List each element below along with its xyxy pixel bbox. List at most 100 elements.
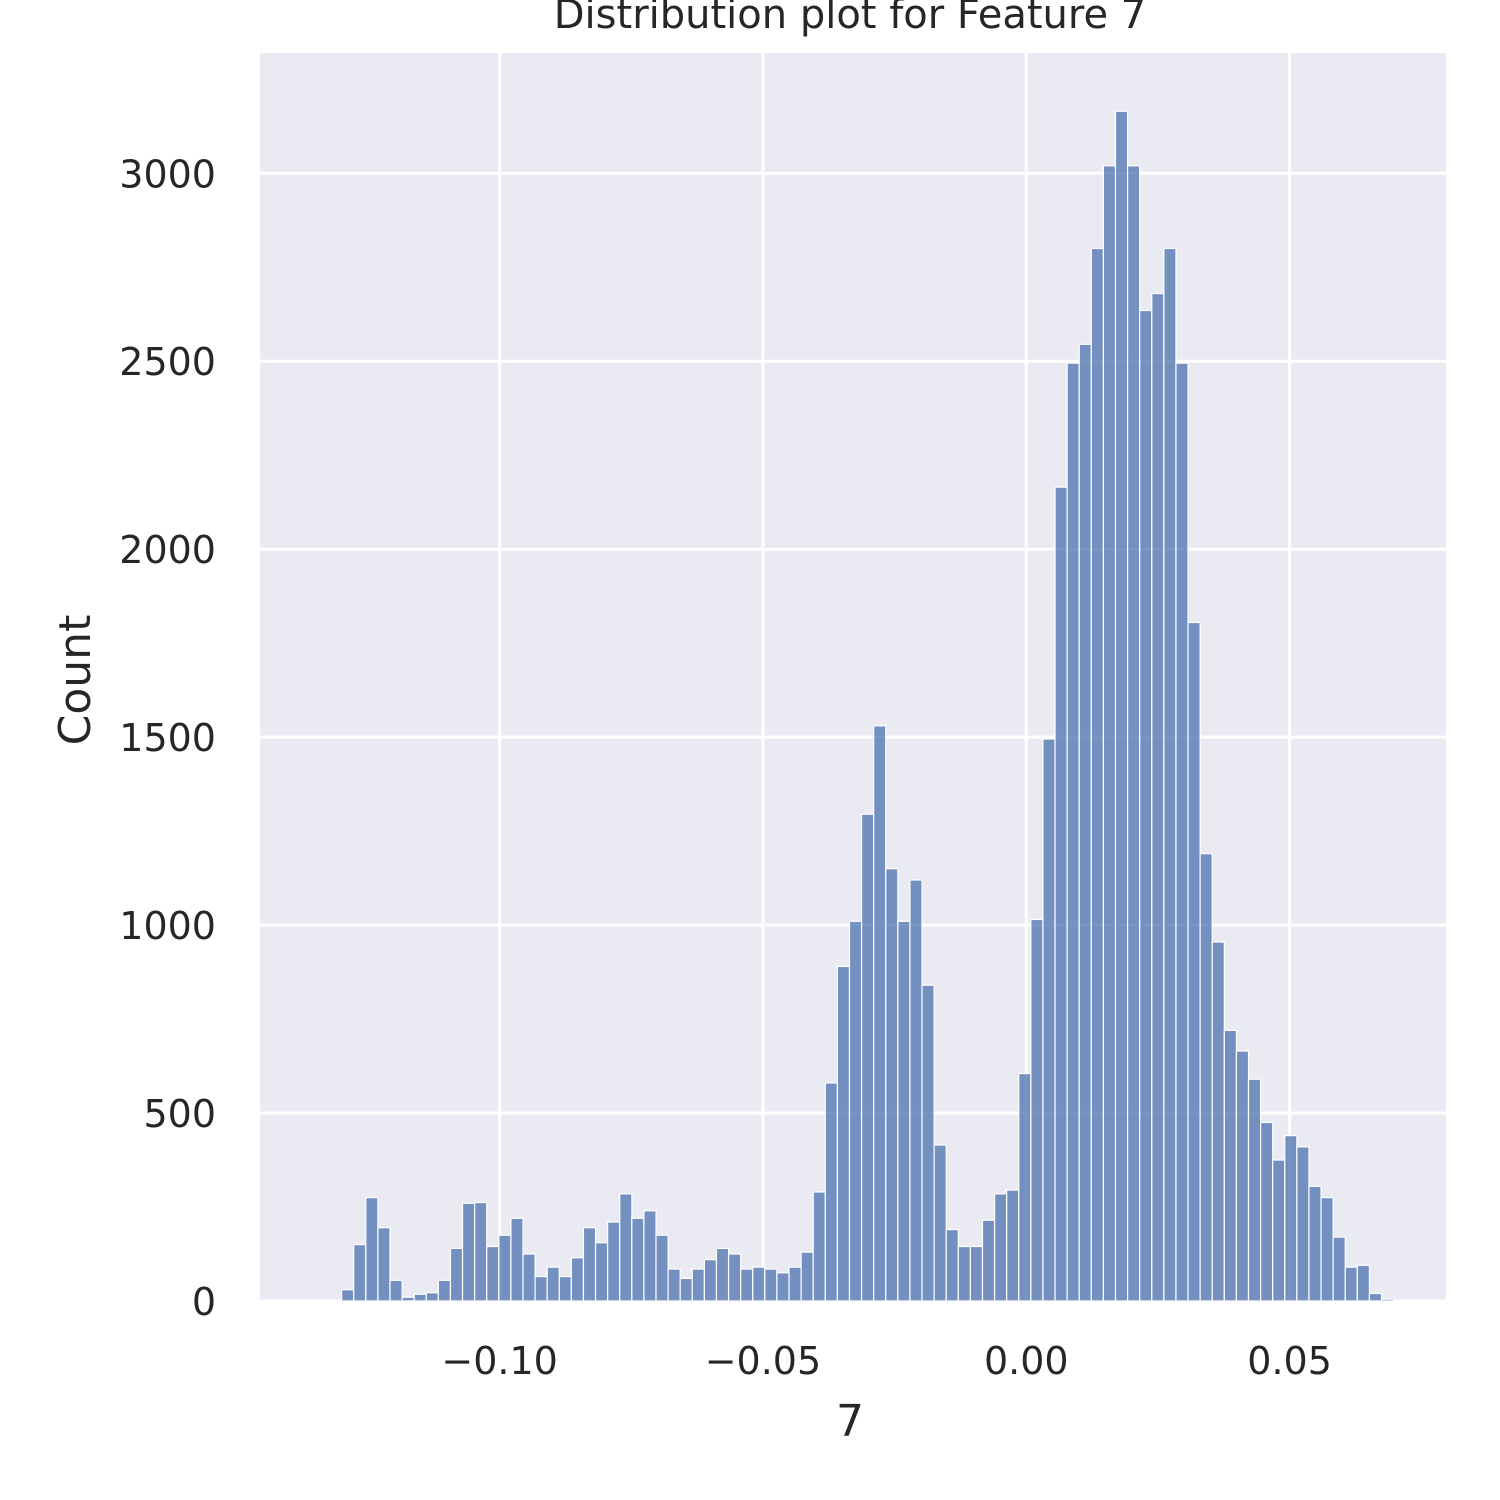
x-axis-ticks: −0.10 −0.05 0.00 0.05 <box>441 1339 1331 1383</box>
histogram-bar <box>945 1228 959 1302</box>
histogram-bar <box>1368 1292 1383 1302</box>
histogram-bar <box>377 1227 391 1302</box>
histogram-bar <box>558 1275 572 1302</box>
x-tick-label: 0.00 <box>984 1339 1069 1383</box>
y-axis-ticks: 0 500 1000 1500 2000 2500 3000 <box>119 152 216 1324</box>
chart-title: Distribution plot for Feature 7 <box>554 0 1146 38</box>
grid-lines <box>260 53 1446 1303</box>
y-tick-label: 0 <box>192 1280 216 1324</box>
histogram-bar <box>957 1245 971 1302</box>
histogram-bar <box>522 1253 536 1302</box>
y-tick-label: 2500 <box>119 340 216 384</box>
histogram-bar <box>1139 309 1153 1302</box>
histogram-bar <box>1114 110 1129 1302</box>
histogram-bar <box>933 1144 947 1302</box>
histogram-bar <box>727 1253 742 1302</box>
histogram-bar <box>873 725 887 1302</box>
histogram-bar <box>449 1247 464 1302</box>
x-tick-label: −0.05 <box>705 1339 821 1383</box>
histogram-bar <box>1332 1236 1346 1302</box>
histogram-bar <box>752 1266 766 1302</box>
histogram-bar <box>776 1272 790 1302</box>
histogram-bar <box>1296 1146 1310 1302</box>
histogram-bar <box>619 1193 633 1302</box>
histogram-bar <box>1235 1050 1250 1302</box>
histogram-bar <box>800 1251 814 1302</box>
histogram-bar <box>425 1292 439 1302</box>
histogram-bar <box>1211 941 1225 1302</box>
y-tick-label: 2000 <box>119 528 216 572</box>
histogram-bar <box>1175 362 1189 1302</box>
x-tick-label: 0.05 <box>1247 1339 1332 1383</box>
y-tick-label: 3000 <box>119 152 216 196</box>
histogram-bar <box>1066 362 1080 1302</box>
histogram-bar <box>353 1244 367 1302</box>
histogram-bar <box>510 1217 524 1302</box>
histogram-bar <box>824 1082 838 1302</box>
histogram-bar <box>715 1247 730 1302</box>
histogram-bar <box>1344 1266 1358 1302</box>
histogram-bar <box>486 1245 500 1302</box>
histogram-bars <box>341 110 1395 1302</box>
histogram-bar <box>341 1289 355 1302</box>
histogram-bar <box>921 984 935 1302</box>
histogram-bar <box>1223 1029 1238 1302</box>
histogram-bar <box>1006 1189 1020 1302</box>
histogram-bar <box>1284 1135 1298 1302</box>
histogram-bar <box>1308 1185 1322 1302</box>
histogram-bar <box>1380 1298 1395 1302</box>
y-tick-label: 500 <box>143 1092 216 1136</box>
histogram-bar <box>594 1242 609 1302</box>
histogram-bar <box>546 1266 560 1302</box>
histogram-bar <box>691 1268 705 1302</box>
histogram-bar <box>365 1197 379 1302</box>
histogram-bar <box>498 1234 512 1302</box>
histogram-bar <box>570 1257 585 1302</box>
histogram-bar <box>1151 292 1165 1302</box>
histogram-bar <box>703 1259 718 1302</box>
histogram-bar <box>667 1268 681 1302</box>
histogram-bar <box>474 1201 488 1302</box>
histogram-bar <box>1090 247 1105 1302</box>
histogram-bar <box>1187 621 1201 1302</box>
histogram-bar <box>788 1266 802 1302</box>
histogram-bar <box>764 1268 778 1302</box>
histogram-bar <box>1042 738 1056 1302</box>
histogram-bar <box>1126 165 1141 1302</box>
histogram-bar <box>848 920 863 1302</box>
histogram-bar <box>1018 1072 1032 1302</box>
histogram-bar <box>1320 1197 1334 1302</box>
histogram-bar <box>1078 343 1092 1302</box>
histogram-bar <box>1356 1264 1371 1302</box>
histogram-bar <box>1163 247 1177 1302</box>
histogram-bar <box>1247 1078 1262 1302</box>
histogram-bar <box>1272 1159 1286 1302</box>
y-axis-label: Count <box>50 615 101 746</box>
histogram-bar <box>461 1202 476 1302</box>
histogram-bar <box>993 1193 1008 1302</box>
histogram-bar <box>1102 165 1117 1302</box>
histogram-bar <box>655 1234 669 1302</box>
histogram-bar <box>836 965 851 1302</box>
x-tick-label: −0.10 <box>441 1339 557 1383</box>
histogram-bar <box>897 920 911 1302</box>
histogram-bar <box>740 1268 754 1302</box>
histogram-bar <box>1054 486 1068 1302</box>
histogram-bar <box>413 1293 427 1302</box>
histogram-bar <box>1260 1121 1274 1302</box>
histogram-bar <box>643 1210 657 1302</box>
histogram-bar <box>534 1275 548 1302</box>
histogram-bar <box>631 1217 645 1302</box>
histogram-bar <box>981 1219 996 1302</box>
histogram-bar <box>1030 918 1044 1302</box>
histogram-bar <box>909 879 923 1302</box>
y-tick-label: 1500 <box>119 716 216 760</box>
histogram-bar <box>401 1296 415 1302</box>
y-tick-label: 1000 <box>119 904 216 948</box>
histogram-bar <box>812 1191 826 1302</box>
histogram-bar <box>437 1279 452 1302</box>
histogram-bar <box>1199 853 1213 1302</box>
histogram-bar <box>969 1245 984 1302</box>
histogram-bar <box>389 1279 403 1302</box>
